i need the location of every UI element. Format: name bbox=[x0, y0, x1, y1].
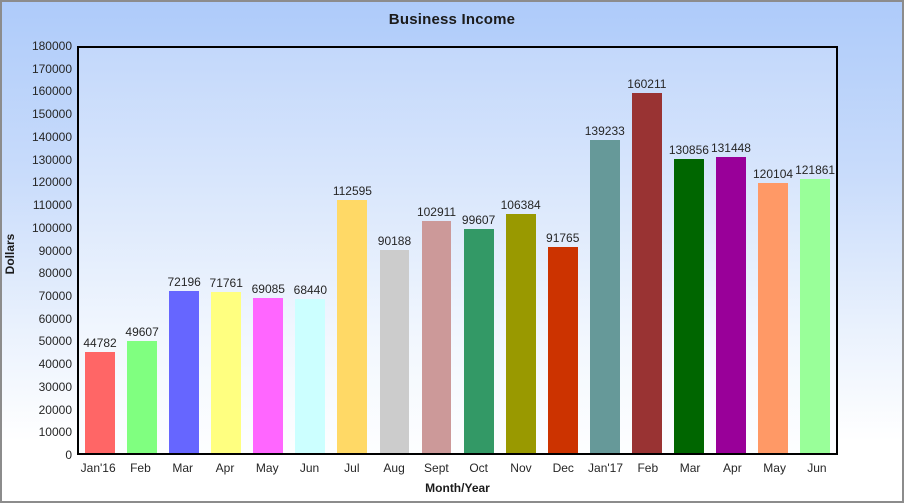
bar-column: 68440 bbox=[289, 48, 331, 453]
bar-column: 102911 bbox=[416, 48, 458, 453]
y-tick-label: 60000 bbox=[38, 311, 72, 326]
bar-value-label: 120104 bbox=[753, 166, 794, 181]
bar-value-label: 68440 bbox=[293, 283, 328, 298]
y-tick-label: 130000 bbox=[31, 152, 72, 167]
y-tick-label: 80000 bbox=[38, 266, 72, 281]
x-tick-label: Oct bbox=[469, 461, 488, 475]
x-tick-label: Mar bbox=[679, 461, 701, 475]
bar bbox=[379, 250, 410, 453]
bar bbox=[505, 213, 536, 453]
x-tick-label: Nov bbox=[510, 461, 532, 475]
bar-column: 90188 bbox=[373, 48, 415, 453]
bar-value-label: 139233 bbox=[584, 123, 625, 138]
bar-value-label: 91765 bbox=[546, 230, 580, 245]
bar bbox=[463, 228, 494, 453]
bar-column: 139233 bbox=[584, 48, 626, 453]
bar bbox=[547, 246, 578, 453]
bar-value-label: 71761 bbox=[209, 275, 243, 290]
y-tick-label: 150000 bbox=[31, 107, 72, 122]
bar-column: 131448 bbox=[710, 48, 752, 453]
bars-row: 44782 49607 72196 71761 69085 68440 112595 9018… bbox=[79, 48, 836, 453]
y-tick-label: 10000 bbox=[38, 425, 72, 440]
bar bbox=[253, 297, 284, 453]
bar-column: 130856 bbox=[668, 48, 710, 453]
y-tick-label: 50000 bbox=[38, 334, 72, 349]
bar bbox=[589, 139, 620, 453]
bar-value-label: 131448 bbox=[710, 141, 751, 156]
bar-column: 71761 bbox=[205, 48, 247, 453]
bar-value-label: 160211 bbox=[627, 76, 667, 91]
bar-value-label: 130856 bbox=[668, 142, 709, 157]
x-tick-label: May bbox=[763, 461, 786, 475]
bar bbox=[631, 92, 662, 453]
y-tick-label: 100000 bbox=[31, 220, 72, 235]
bar bbox=[758, 182, 788, 453]
y-tick-label: 120000 bbox=[31, 175, 72, 190]
bar-column: 72196 bbox=[163, 48, 205, 453]
y-tick-label: 40000 bbox=[38, 357, 72, 372]
bar-value-label: 121861 bbox=[795, 162, 836, 177]
bar-column: 106384 bbox=[500, 48, 542, 453]
y-tick-label: 140000 bbox=[31, 129, 72, 144]
bar bbox=[800, 178, 831, 453]
chart-title: Business Income bbox=[388, 11, 516, 28]
bar-value-label: 44782 bbox=[83, 336, 117, 351]
x-axis-label: Month/Year bbox=[425, 481, 490, 495]
x-tick-label: Jul bbox=[344, 461, 360, 475]
y-tick-label: 70000 bbox=[38, 288, 72, 303]
y-tick-label: 0 bbox=[65, 448, 72, 462]
bar-column: 91765 bbox=[542, 48, 584, 453]
bar-column: 99607 bbox=[458, 48, 500, 453]
y-tick-label: 20000 bbox=[38, 402, 72, 417]
bar bbox=[211, 291, 242, 453]
bar bbox=[169, 290, 200, 453]
y-tick-label: 160000 bbox=[31, 84, 72, 99]
y-tick-label: 90000 bbox=[38, 243, 72, 258]
bar bbox=[673, 158, 704, 453]
bar-value-label: 49607 bbox=[125, 325, 159, 340]
bar-column: 44782 bbox=[79, 48, 121, 453]
bar bbox=[127, 341, 158, 453]
x-tick-label: Dec bbox=[552, 461, 574, 475]
y-tick-label: 30000 bbox=[38, 379, 72, 394]
bar-column: 49607 bbox=[121, 48, 163, 453]
x-tick-label: Sept bbox=[424, 461, 449, 475]
bar bbox=[85, 352, 115, 453]
bar-value-label: 90188 bbox=[377, 234, 412, 249]
bar-value-label: 106384 bbox=[500, 197, 541, 212]
x-tick-label: Jun bbox=[299, 461, 320, 475]
x-tick-label: Jan'17 bbox=[588, 461, 624, 475]
x-tick-label: Apr bbox=[215, 461, 235, 475]
bar-column: 69085 bbox=[247, 48, 289, 453]
x-tick-label: Aug bbox=[383, 461, 405, 475]
bar-value-label: 112595 bbox=[332, 183, 372, 198]
bar-column: 120104 bbox=[752, 48, 794, 453]
bar-value-label: 72196 bbox=[167, 274, 201, 289]
x-tick-label: Apr bbox=[723, 461, 742, 475]
plot-area: 44782 49607 72196 71761 69085 68440 112595 9018… bbox=[77, 46, 838, 455]
bar-column: 112595 bbox=[331, 48, 373, 453]
x-tick-label: Feb bbox=[637, 461, 659, 475]
bar-value-label: 102911 bbox=[416, 205, 457, 220]
x-tick-label: Feb bbox=[130, 461, 151, 475]
bar bbox=[421, 221, 452, 453]
y-tick-label: 110000 bbox=[32, 198, 72, 213]
bar bbox=[337, 199, 368, 453]
y-axis-ticks: 0 10000 20000 30000 40000 50000 60000 70000 8000… bbox=[2, 40, 72, 461]
x-tick-label: Mar bbox=[172, 461, 194, 475]
bar bbox=[716, 157, 746, 453]
bar bbox=[295, 299, 326, 453]
y-tick-label: 170000 bbox=[31, 61, 72, 76]
y-tick-label: 180000 bbox=[31, 39, 72, 53]
x-tick-label: Jan'16 bbox=[80, 461, 116, 475]
x-tick-label: Jun bbox=[807, 461, 827, 475]
x-axis-ticks: Jan'16 Feb Mar Apr May Jun Jul Aug Sept Oct Nov Dec… bbox=[77, 461, 838, 475]
x-tick-label: May bbox=[255, 461, 279, 475]
bar-value-label: 69085 bbox=[251, 281, 285, 296]
bar-column: 160211 bbox=[626, 48, 668, 453]
bar-value-label: 99607 bbox=[461, 212, 496, 227]
bar-column: 121861 bbox=[794, 48, 836, 453]
